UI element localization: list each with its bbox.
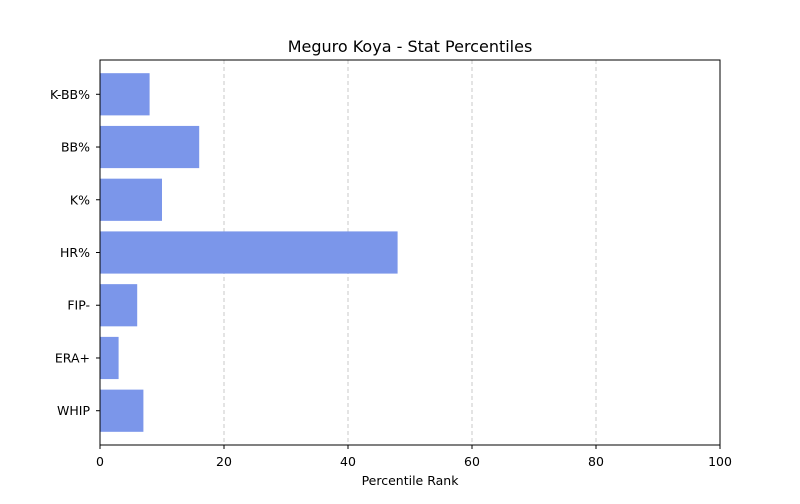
bars <box>100 73 398 432</box>
y-tick-label: BB% <box>61 140 90 155</box>
y-tick-label: FIP- <box>67 298 90 313</box>
x-tick-label: 60 <box>464 454 480 469</box>
bar-k-bb <box>100 73 150 116</box>
chart-title: Meguro Koya - Stat Percentiles <box>288 37 533 56</box>
x-axis-ticks: 0 20 40 60 80 100 <box>96 445 732 469</box>
bar-bb <box>100 125 200 169</box>
bar-k <box>100 178 162 221</box>
x-tick-label: 40 <box>340 454 356 469</box>
y-tick-label: ERA+ <box>55 350 90 365</box>
bar-whip <box>100 389 144 432</box>
x-tick-label: 100 <box>708 454 732 469</box>
x-tick-label: 20 <box>216 454 232 469</box>
y-tick-label: HR% <box>60 245 90 260</box>
x-axis-label: Percentile Rank <box>362 473 460 488</box>
y-tick-label: WHIP <box>57 403 90 418</box>
bar-hr <box>100 231 398 274</box>
x-tick-label: 80 <box>588 454 604 469</box>
x-tick-label: 0 <box>96 454 104 469</box>
bar-era <box>100 336 119 380</box>
y-tick-label: K-BB% <box>50 87 90 102</box>
bar-fip <box>100 284 138 327</box>
y-axis-ticks: K-BB% BB% K% HR% FIP- ERA+ WHIP <box>50 87 100 418</box>
y-tick-label: K% <box>70 192 90 207</box>
